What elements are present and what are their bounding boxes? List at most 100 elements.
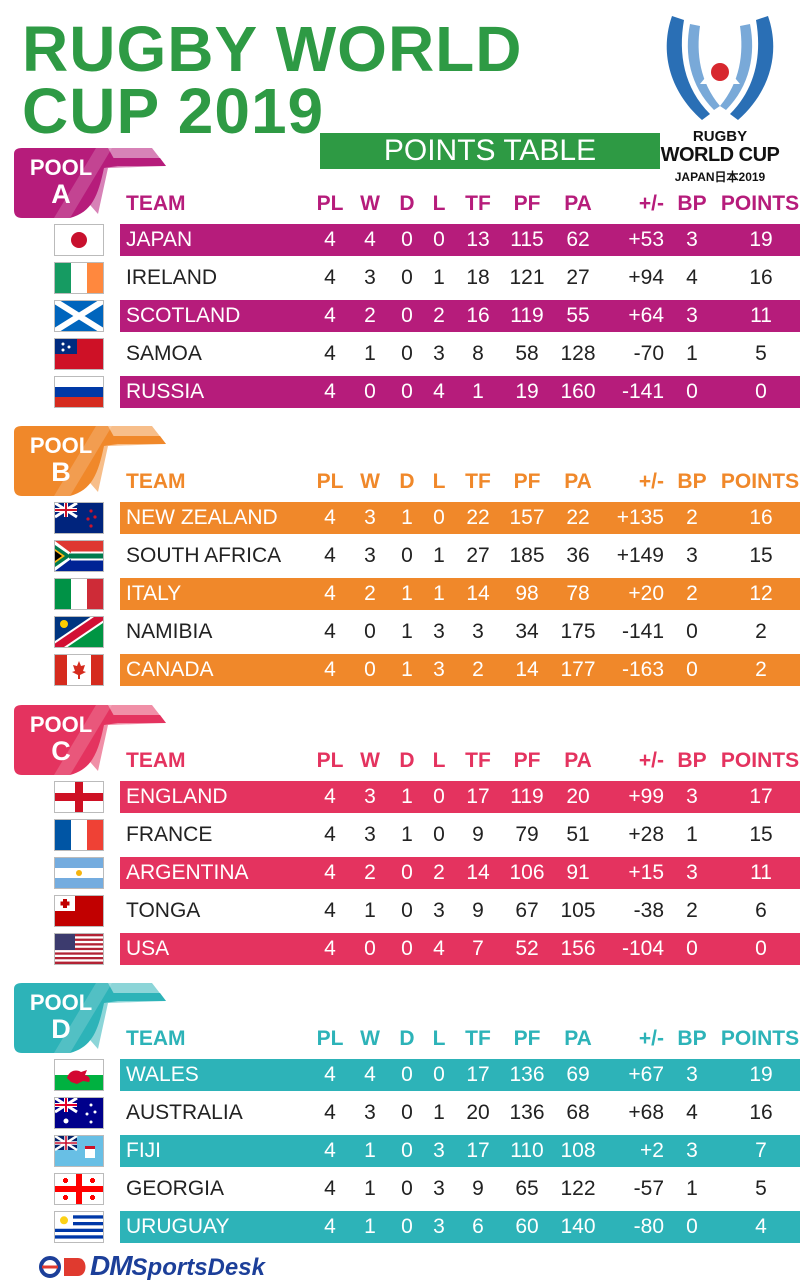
- stat-pa: 36: [566, 544, 590, 567]
- column-header-pf: PF: [513, 192, 541, 215]
- stat-pts: 11: [750, 304, 772, 327]
- stat-pts: 2: [755, 620, 767, 643]
- stat-pf: 157: [509, 506, 545, 529]
- tonga-flag-icon: [55, 896, 103, 926]
- argentina-flag-icon: [55, 858, 103, 888]
- stat-w: 3: [364, 506, 376, 529]
- stat-pa: 128: [560, 342, 596, 365]
- stat-tf: 17: [466, 785, 490, 808]
- pool-b-label: POOL B: [14, 432, 108, 486]
- stat-w: 2: [364, 582, 376, 605]
- column-header-pa: PA: [564, 749, 592, 772]
- stat-tf: 14: [466, 861, 490, 884]
- stat-d: 0: [401, 304, 413, 327]
- stat-w: 2: [364, 861, 376, 884]
- stat-d: 0: [401, 899, 413, 922]
- column-header-pf: PF: [513, 1027, 541, 1050]
- stat-l: 3: [433, 899, 445, 922]
- column-header-pf: PF: [513, 749, 541, 772]
- stat-pts: 6: [755, 899, 767, 922]
- stat-pf: 52: [515, 937, 539, 960]
- canada-flag-icon: [55, 655, 103, 685]
- stat-l: 3: [433, 658, 445, 681]
- team-name: SAMOA: [126, 342, 202, 365]
- england-flag-icon: [55, 782, 103, 812]
- stat-pa: 78: [566, 582, 590, 605]
- stat-pts: 16: [749, 266, 773, 289]
- column-header-diff: +/-: [638, 470, 664, 493]
- pool-d-header-row: TEAM PL W D L TF PF PA +/- BP POINTS: [120, 1025, 810, 1053]
- table-row: NEW ZEALAND 4 3 1 0 22 157 22 +135 2 16: [120, 502, 800, 534]
- column-header-bp: BP: [677, 470, 707, 493]
- stat-pf: 185: [509, 544, 545, 567]
- stat-diff: -57: [633, 1177, 664, 1200]
- stat-pl: 4: [324, 266, 336, 289]
- russia-flag-icon: [55, 377, 103, 407]
- stat-pl: 4: [324, 861, 336, 884]
- stat-pa: 62: [566, 228, 590, 251]
- stat-diff: -163: [621, 658, 664, 681]
- stat-pa: 105: [560, 899, 596, 922]
- usa-flag-icon: [55, 934, 103, 964]
- stat-tf: 13: [466, 228, 490, 251]
- stat-pl: 4: [324, 544, 336, 567]
- stat-l: 3: [433, 1215, 445, 1238]
- stat-diff: +94: [628, 266, 664, 289]
- stat-tf: 6: [472, 1215, 484, 1238]
- column-header-pl: PL: [316, 192, 344, 215]
- table-row: SCOTLAND 4 2 0 2 16 119 55 +64 3 11: [120, 300, 800, 332]
- stat-bp: 1: [686, 342, 698, 365]
- pool-c-tag: POOL C: [0, 703, 170, 783]
- column-header-pts: POINTS: [720, 749, 800, 772]
- pool-word: POOL: [29, 990, 93, 1015]
- stat-diff: -104: [621, 937, 664, 960]
- table-row: ARGENTINA 4 2 0 2 14 106 91 +15 3 11: [120, 857, 800, 889]
- title-line-1: RUGBY WORLD: [22, 13, 523, 85]
- pool-tag-ribbon-icon: [14, 426, 166, 496]
- team-name: USA: [126, 937, 170, 960]
- team-name: TONGA: [126, 899, 201, 922]
- stat-pa: 51: [566, 823, 590, 846]
- subtitle-banner: POINTS TABLE: [320, 133, 660, 169]
- brand-prefix: DM: [90, 1250, 133, 1281]
- pool-c-label: POOL C: [14, 711, 108, 765]
- column-header-l: L: [432, 470, 446, 493]
- stat-l: 0: [433, 228, 445, 251]
- stat-tf: 27: [466, 544, 490, 567]
- stat-tf: 16: [466, 304, 490, 327]
- stat-pf: 106: [509, 861, 545, 884]
- stat-pa: 91: [566, 861, 590, 884]
- stat-pts: 19: [749, 228, 773, 251]
- stat-diff: +20: [628, 582, 664, 605]
- team-name: JAPAN: [126, 228, 193, 251]
- stat-pa: 122: [560, 1177, 596, 1200]
- stat-bp: 1: [686, 1177, 698, 1200]
- stat-pf: 67: [515, 899, 539, 922]
- stat-w: 1: [364, 1215, 376, 1238]
- stat-pl: 4: [324, 582, 336, 605]
- stat-bp: 3: [686, 304, 698, 327]
- pool-letter: C: [51, 736, 71, 766]
- uruguay-flag-icon: [55, 1212, 103, 1242]
- stat-d: 0: [401, 228, 413, 251]
- column-header-diff: +/-: [638, 1027, 664, 1050]
- column-header-pl: PL: [316, 1027, 344, 1050]
- column-header-bp: BP: [677, 749, 707, 772]
- table-row: RUSSIA 4 0 0 4 1 19 160 -141 0 0: [120, 376, 800, 408]
- stat-w: 3: [364, 266, 376, 289]
- team-name: ENGLAND: [126, 785, 228, 808]
- wales-flag-icon: [55, 1060, 103, 1090]
- column-header-pa: PA: [564, 192, 592, 215]
- stat-diff: -70: [633, 342, 664, 365]
- column-header-team: TEAM: [126, 470, 186, 493]
- stat-d: 1: [401, 823, 413, 846]
- stat-l: 2: [433, 861, 445, 884]
- table-row: SAMOA 4 1 0 3 8 58 128 -70 1 5: [120, 338, 800, 370]
- stat-pl: 4: [324, 380, 336, 403]
- column-header-w: W: [360, 470, 380, 493]
- stat-pf: 79: [515, 823, 539, 846]
- stat-pts: 0: [755, 937, 767, 960]
- column-header-pl: PL: [316, 470, 344, 493]
- stat-l: 0: [433, 785, 445, 808]
- team-name: URUGUAY: [126, 1215, 230, 1238]
